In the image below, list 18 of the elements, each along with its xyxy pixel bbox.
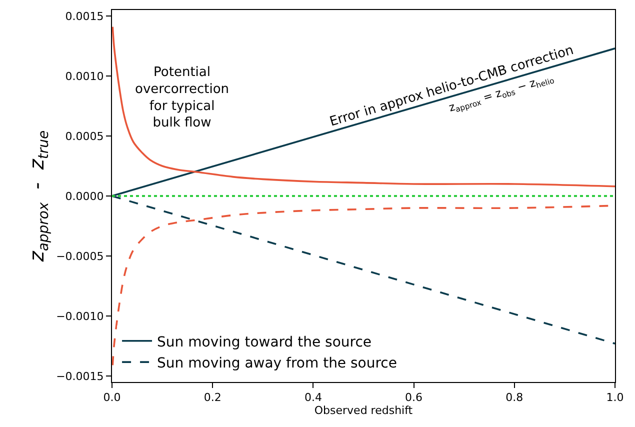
x-tick-label: 0.2 — [204, 391, 222, 404]
x-tick-label: 1.0 — [606, 391, 624, 404]
line-series — [112, 26, 615, 188]
x-axis-title: Observed redshift — [314, 404, 414, 418]
legend-label: Sun moving away from the source — [157, 356, 397, 372]
x-tick-label: 0.8 — [506, 391, 524, 404]
x-tick-label: 0.6 — [405, 391, 423, 404]
y-tick-label: 0.0000 — [65, 190, 104, 203]
y-tick-label: −0.0005 — [56, 250, 104, 263]
legend-label: Sun moving toward the source — [157, 334, 372, 350]
x-tick-label: 0.0 — [103, 391, 121, 404]
y-tick-label: −0.0015 — [56, 370, 104, 383]
annotation: Potential overcorrection for typical bulk flow — [135, 65, 230, 131]
y-tick-label: 0.0010 — [65, 70, 104, 83]
y-tick-label: 0.0015 — [65, 10, 104, 23]
y-tick-label: −0.0010 — [56, 310, 104, 323]
x-tick-label: 0.4 — [304, 391, 322, 404]
y-tick-label: 0.0005 — [65, 130, 104, 143]
